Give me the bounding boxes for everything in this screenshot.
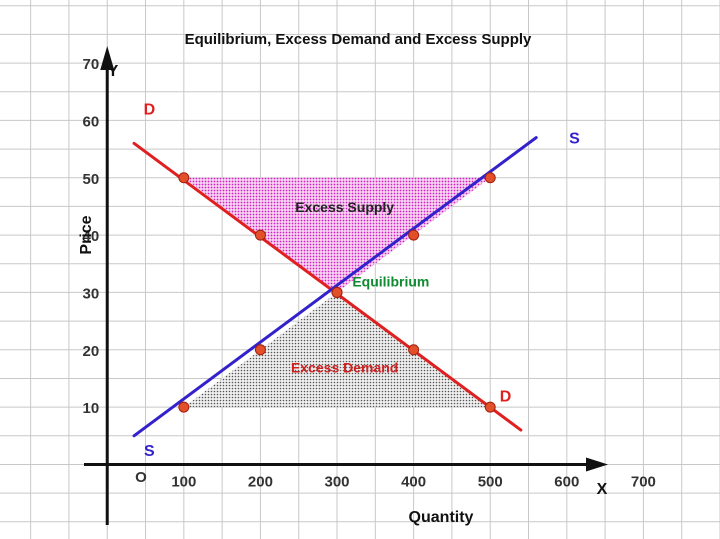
y-tick-label: 10 — [83, 400, 100, 417]
supply-point — [178, 401, 190, 413]
x-tick-label: 600 — [554, 473, 579, 490]
axes: 100 200 300 400 500 600 700 10 20 30 40 50 60 70 — [83, 46, 656, 525]
excess-supply-region — [183, 177, 491, 293]
excess-supply-label: Excess Supply — [295, 199, 394, 215]
x-axis-arrow — [586, 457, 608, 472]
y-tick-label: 70 — [83, 56, 100, 73]
x-tick-label: 300 — [325, 473, 350, 490]
x-tick-label: 700 — [631, 473, 656, 490]
x-axis-letter: X — [597, 481, 608, 498]
y-tick-label: 20 — [83, 343, 100, 360]
y-axis-title: Price — [78, 215, 95, 254]
excess-demand-label: Excess Demand — [291, 360, 398, 376]
y-tick-label: 50 — [83, 171, 100, 188]
excess-demand-region — [183, 292, 491, 408]
origin-label: O — [135, 469, 147, 486]
y-tick-label: 60 — [83, 113, 100, 130]
x-tick-label: 500 — [478, 473, 503, 490]
x-tick-label: 400 — [401, 473, 426, 490]
supply-label-bottom: S — [144, 443, 155, 460]
x-tick-label: 100 — [171, 473, 196, 490]
supply-label-top: S — [569, 130, 580, 147]
supply-point — [484, 172, 496, 184]
chart-title: Equilibrium, Excess Demand and Excess Su… — [185, 31, 532, 48]
y-axis-arrow — [100, 46, 115, 70]
demand-point — [178, 172, 190, 184]
demand-point — [484, 401, 496, 413]
supply-point — [254, 344, 266, 356]
y-tick-label: 40 — [83, 228, 100, 245]
demand-curve — [132, 141, 523, 432]
supply-point — [408, 229, 420, 241]
y-tick-label: 30 — [83, 285, 100, 302]
equilibrium-label: Equilibrium — [352, 274, 429, 290]
demand-point — [254, 229, 266, 241]
regions — [183, 177, 491, 408]
x-tick-label: 200 — [248, 473, 273, 490]
labels: Equilibrium, Excess Demand and Excess Su… — [78, 31, 608, 526]
demand-label-top: D — [144, 102, 156, 119]
y-axis-letter: Y — [108, 63, 119, 80]
x-axis-title: Quantity — [409, 509, 474, 526]
demand-label-bottom: D — [500, 388, 512, 405]
curves — [132, 136, 538, 438]
demand-point — [408, 344, 420, 356]
supply-curve — [132, 136, 538, 438]
points — [178, 172, 496, 413]
supply-point — [331, 286, 343, 298]
